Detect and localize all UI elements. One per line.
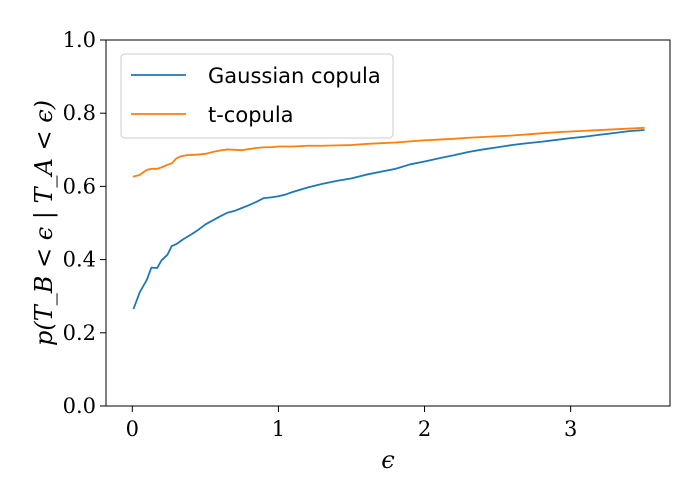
y-tick-label: 0.0 (63, 394, 96, 418)
y-axis-label: p(T_B < ϵ | T_A < ϵ) (30, 100, 59, 346)
y-tick-label: 0.2 (63, 321, 96, 345)
legend-box (120, 53, 394, 139)
x-tick-label: 0 (126, 417, 139, 441)
legend: Gaussian copula t-copula (120, 53, 394, 139)
x-tick-label: 1 (272, 417, 285, 441)
plot-area (132, 126, 645, 310)
y-tick-label: 0.6 (63, 174, 96, 198)
x-axis-label: ϵ (381, 446, 394, 474)
x-tick-label: 3 (564, 417, 577, 441)
y-axis: 0.0 0.2 0.4 0.6 0.8 1.0 (63, 28, 106, 418)
y-tick-label: 0.4 (63, 248, 96, 272)
x-tick-label: 2 (418, 417, 431, 441)
series-line-gaussian-copula (132, 129, 645, 310)
legend-label: t-copula (208, 103, 294, 127)
series-line-t-copula (132, 126, 645, 178)
y-tick-label: 0.8 (63, 101, 96, 125)
axes-frame (105, 39, 671, 407)
legend-label: Gaussian copula (208, 64, 381, 88)
y-tick-label: 1.0 (63, 28, 96, 52)
x-axis: 0 1 2 3 (126, 406, 577, 441)
